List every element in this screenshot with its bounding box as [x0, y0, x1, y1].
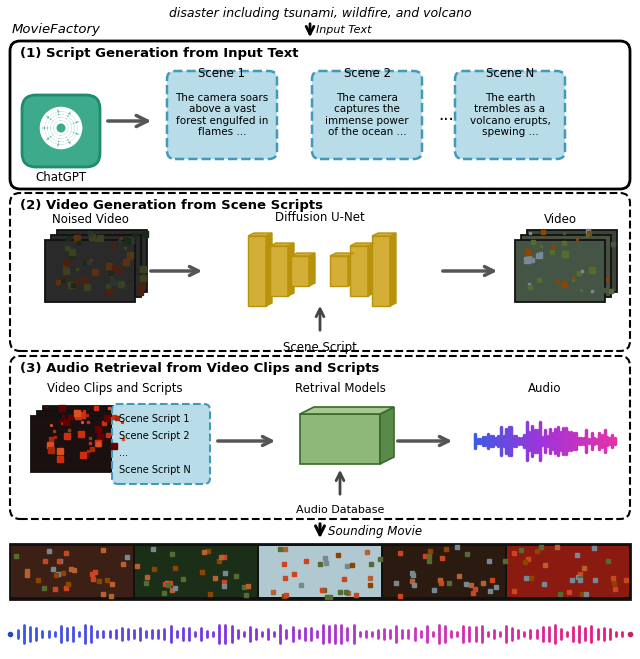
Text: The earth
trembles as a
volcano erupts,
spewing ...: The earth trembles as a volcano erupts, … — [470, 93, 550, 137]
Polygon shape — [390, 233, 396, 306]
Text: Scene Script N: Scene Script N — [119, 465, 191, 475]
Polygon shape — [368, 243, 374, 296]
Text: Audio Database: Audio Database — [296, 505, 384, 515]
Bar — [43, 406, 125, 462]
Polygon shape — [372, 236, 390, 306]
Polygon shape — [350, 243, 374, 246]
Text: Video Clips and Scripts: Video Clips and Scripts — [47, 382, 183, 395]
Polygon shape — [300, 414, 380, 464]
FancyBboxPatch shape — [22, 95, 100, 167]
Bar — [11, 546, 133, 597]
Polygon shape — [291, 253, 315, 256]
Polygon shape — [330, 253, 354, 256]
Text: ChatGPT: ChatGPT — [35, 171, 86, 184]
Text: Video: Video — [543, 213, 577, 226]
Polygon shape — [248, 236, 266, 306]
Text: ...: ... — [438, 106, 454, 124]
Text: ...: ... — [119, 448, 128, 458]
FancyBboxPatch shape — [10, 41, 630, 189]
Bar — [37, 411, 119, 467]
Text: MovieFactory: MovieFactory — [12, 23, 101, 36]
Bar — [515, 240, 605, 302]
Text: (3) Audio Retrieval from Video Clips and Scripts: (3) Audio Retrieval from Video Clips and… — [20, 362, 380, 375]
Text: Scene N: Scene N — [486, 67, 534, 80]
FancyBboxPatch shape — [112, 404, 210, 484]
FancyBboxPatch shape — [167, 71, 277, 159]
Text: Scene Script 2: Scene Script 2 — [119, 431, 189, 441]
FancyBboxPatch shape — [10, 356, 630, 519]
Text: Diffusion U-Net: Diffusion U-Net — [275, 211, 365, 224]
Bar — [135, 546, 257, 597]
Text: (2) Video Generation from Scene Scripts: (2) Video Generation from Scene Scripts — [20, 199, 323, 212]
FancyBboxPatch shape — [455, 71, 565, 159]
Text: Scene 2: Scene 2 — [344, 67, 390, 80]
Polygon shape — [330, 256, 348, 286]
Text: disaster including tsunami, wildfire, and volcano: disaster including tsunami, wildfire, an… — [169, 7, 471, 20]
Polygon shape — [309, 253, 315, 286]
Text: Audio: Audio — [528, 382, 562, 395]
Polygon shape — [372, 233, 396, 236]
Text: (1) Script Generation from Input Text: (1) Script Generation from Input Text — [20, 47, 298, 60]
Text: Scene Script: Scene Script — [283, 341, 357, 354]
Text: Scene 1: Scene 1 — [198, 67, 246, 80]
Bar — [383, 546, 505, 597]
Polygon shape — [266, 233, 272, 306]
Polygon shape — [350, 246, 368, 296]
Text: Input Text: Input Text — [316, 25, 371, 35]
Polygon shape — [291, 256, 309, 286]
Bar — [10, 544, 630, 599]
Bar — [51, 235, 141, 297]
Text: Scene Script 1: Scene Script 1 — [119, 414, 189, 424]
Polygon shape — [288, 243, 294, 296]
FancyBboxPatch shape — [10, 193, 630, 351]
Text: Noised Video: Noised Video — [52, 213, 129, 226]
Bar — [527, 230, 617, 292]
Bar — [45, 240, 135, 302]
FancyBboxPatch shape — [312, 71, 422, 159]
Text: Sounding Movie: Sounding Movie — [328, 525, 422, 538]
Polygon shape — [270, 246, 288, 296]
Bar — [57, 230, 147, 292]
Polygon shape — [248, 233, 272, 236]
Polygon shape — [380, 407, 394, 464]
Text: The camera
captures the
immense power
of the ocean ...: The camera captures the immense power of… — [325, 93, 409, 137]
Bar — [521, 235, 611, 297]
Polygon shape — [348, 253, 354, 286]
Text: The camera soars
above a vast
forest engulfed in
flames ...: The camera soars above a vast forest eng… — [175, 93, 269, 137]
Bar — [31, 416, 113, 472]
Text: Retrival Models: Retrival Models — [294, 382, 385, 395]
Bar — [259, 546, 381, 597]
Polygon shape — [270, 243, 294, 246]
Bar — [507, 546, 629, 597]
Polygon shape — [300, 407, 394, 414]
